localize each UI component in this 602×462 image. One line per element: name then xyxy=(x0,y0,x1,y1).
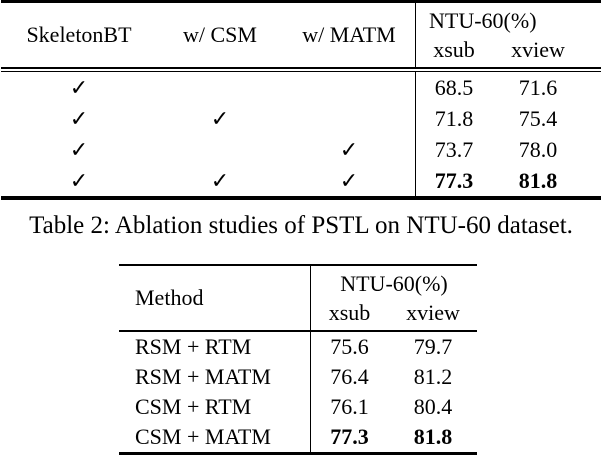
table-row: RSM + RTM 75.6 79.7 xyxy=(119,332,477,362)
result-cells: 76.1 80.4 xyxy=(310,392,477,422)
table1-subheader-row: xsub xview xyxy=(416,35,601,64)
table1-subheader-xsub: xsub xyxy=(433,37,475,62)
xsub-value: 68.5 xyxy=(434,75,474,100)
table2-header-results-group: NTU-60(%) xsub xview xyxy=(310,266,477,330)
table1-header-row: SkeletonBT w/ CSM w/ MATM NTU-60(%) xsub… xyxy=(1,3,601,67)
xview-value: 80.4 xyxy=(413,394,453,419)
checkmark-icon: ✓ xyxy=(69,137,89,162)
table1-subheader-xview: xview xyxy=(511,37,565,62)
table-row: CSM + MATM 77.3 81.8 xyxy=(119,422,477,452)
checkmark-icon: ✓ xyxy=(69,168,89,193)
method-comparison-table: Method NTU-60(%) xsub xview RSM + RTM 75… xyxy=(119,264,477,455)
table-row: CSM + RTM 76.1 80.4 xyxy=(119,392,477,422)
xview-value: 75.4 xyxy=(518,106,558,131)
checkmark-icon xyxy=(283,72,415,103)
table2-header-method: Method xyxy=(135,285,204,310)
result-cells: 76.4 81.2 xyxy=(310,362,477,392)
xview-value: 81.2 xyxy=(413,364,453,389)
table2-header-rule xyxy=(119,330,477,332)
table1-header-csm: w/ CSM xyxy=(183,22,257,47)
table1-top-rule xyxy=(1,0,601,3)
table2-header-row: Method NTU-60(%) xsub xview xyxy=(119,266,477,330)
method-cell: CSM + RTM xyxy=(135,394,252,419)
checkmark-icon: ✓ xyxy=(210,106,230,131)
xsub-value: 77.3 xyxy=(330,424,369,449)
table1-bottom-rule xyxy=(1,196,601,200)
xsub-value: 71.8 xyxy=(434,106,474,131)
table1-header-rule xyxy=(1,67,601,72)
result-cells: 77.3 81.8 xyxy=(310,422,477,452)
checkmark-icon: ✓ xyxy=(210,168,230,193)
table1-header-matm: w/ MATM xyxy=(302,22,396,47)
xsub-value: 73.7 xyxy=(434,137,474,162)
xview-value: 79.7 xyxy=(413,334,453,359)
checkmark-icon: ✓ xyxy=(339,168,359,193)
table-caption: Table 2: Ablation studies of PSTL on NTU… xyxy=(29,212,573,239)
checkmark-icon xyxy=(157,134,283,165)
table1-header-skeletonbt: SkeletonBT xyxy=(26,22,132,47)
xview-value: 81.8 xyxy=(518,168,558,193)
table2-subheader-row: xsub xview xyxy=(311,298,477,327)
table-row: ✓ ✓ 71.8 75.4 xyxy=(1,103,601,134)
table2-subheader-xview: xview xyxy=(406,300,460,325)
checkmark-icon: ✓ xyxy=(339,137,359,162)
result-cells: 77.3 81.8 xyxy=(415,165,601,196)
checkmark-icon: ✓ xyxy=(69,75,89,100)
table1-header-results-group: NTU-60(%) xsub xview xyxy=(415,3,601,67)
table-row: ✓ ✓ 73.7 78.0 xyxy=(1,134,601,165)
ablation-table: SkeletonBT w/ CSM w/ MATM NTU-60(%) xsub… xyxy=(1,0,601,200)
result-cells: 73.7 78.0 xyxy=(415,134,601,165)
xsub-value: 77.3 xyxy=(434,168,474,193)
checkmark-icon xyxy=(283,103,415,134)
xsub-value: 75.6 xyxy=(330,334,369,359)
xview-value: 81.8 xyxy=(413,424,453,449)
method-cell: RSM + RTM xyxy=(135,334,252,359)
checkmark-icon xyxy=(157,72,283,103)
table-row: ✓ ✓ ✓ 77.3 81.8 xyxy=(1,165,601,196)
xsub-value: 76.4 xyxy=(330,364,369,389)
method-cell: CSM + MATM xyxy=(135,424,271,449)
checkmark-icon: ✓ xyxy=(69,106,89,131)
result-cells: 71.8 75.4 xyxy=(415,103,601,134)
table2-bottom-rule xyxy=(119,452,477,455)
table2-top-rule xyxy=(119,264,477,266)
result-cells: 68.5 71.6 xyxy=(415,72,601,103)
method-cell: RSM + MATM xyxy=(135,364,271,389)
table2-subheader-xsub: xsub xyxy=(328,300,371,325)
xview-value: 71.6 xyxy=(518,75,558,100)
xsub-value: 76.1 xyxy=(330,394,369,419)
table1-header-ntu60: NTU-60(%) xyxy=(429,8,537,33)
table-row: RSM + MATM 76.4 81.2 xyxy=(119,362,477,392)
result-cells: 75.6 79.7 xyxy=(310,332,477,362)
xview-value: 78.0 xyxy=(518,137,558,162)
table-row: ✓ 68.5 71.6 xyxy=(1,72,601,103)
table2-header-ntu60: NTU-60(%) xyxy=(340,271,448,296)
